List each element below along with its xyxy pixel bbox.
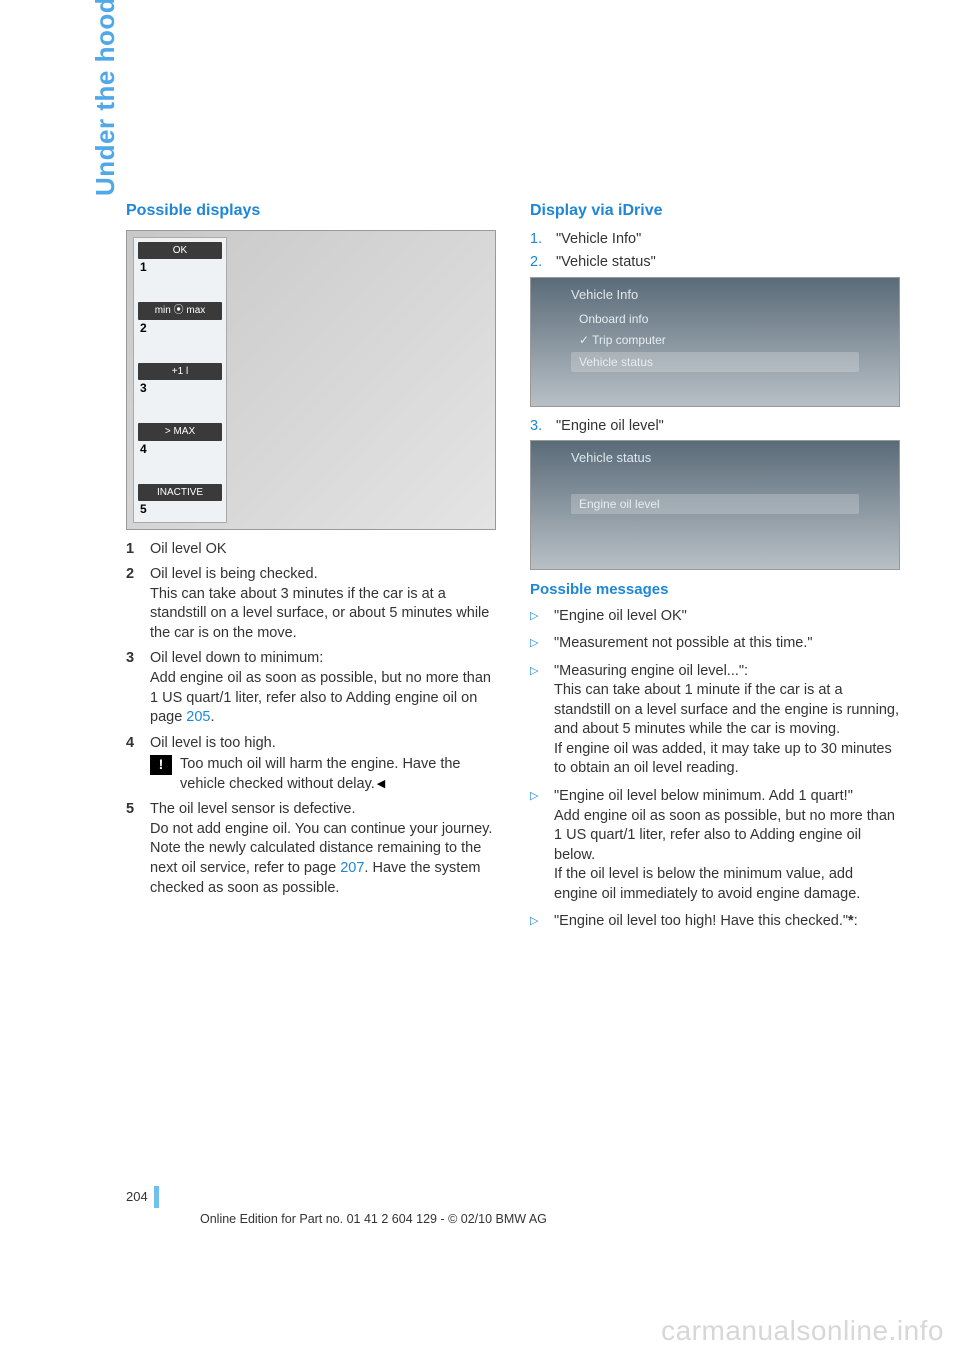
figure-idrive-vehicle-info: Vehicle Info Onboard info Trip computer … — [530, 277, 900, 407]
warning-box: Too much oil will harm the engine. Have … — [150, 755, 496, 794]
message-item: ▷ "Engine oil level below minimum. Add 1… — [530, 787, 900, 904]
message-text: "Engine oil level OK" — [554, 607, 687, 627]
idrive-screen: Vehicle status Engine oil level — [531, 441, 899, 569]
fig-num-1: 1 — [138, 259, 222, 275]
message-more: If the oil level is below the minimum va… — [554, 866, 860, 902]
idrive-row-selected: Vehicle status — [571, 352, 859, 372]
legend-num: 3 — [126, 649, 140, 727]
heading-display-idrive: Display via iDrive — [530, 200, 900, 222]
idrive-title: Vehicle Info — [571, 286, 859, 304]
end-marker-icon: ◀ — [377, 777, 385, 792]
legend-item-4: 4 Oil level is too high. Too much oil wi… — [126, 734, 496, 795]
legend-item-2: 2 Oil level is being checked. This can t… — [126, 565, 496, 643]
step-num: 1. — [530, 230, 546, 250]
heading-possible-messages: Possible messages — [530, 580, 900, 600]
legend-num: 5 — [126, 800, 140, 898]
step-text: "Engine oil level" — [556, 417, 664, 437]
triangle-bullet-icon: ▷ — [530, 662, 544, 779]
idrive-row: Onboard info — [571, 309, 859, 329]
message-text-post: : — [854, 913, 858, 929]
message-item: ▷ "Measuring engine oil level...": This … — [530, 662, 900, 779]
message-item: ▷ "Measurement not possible at this time.… — [530, 634, 900, 654]
page-number: 204 — [126, 1186, 159, 1208]
fig-cell-1: OK — [138, 242, 222, 260]
right-column: Display via iDrive 1. "Vehicle Info" 2. "V… — [530, 200, 900, 940]
figure-instrument-cluster: OK1 min ⦿ max2 +1 l3 > MAX4 INACTIVE5 — [126, 230, 496, 530]
page-link-205[interactable]: 205 — [186, 709, 210, 725]
message-more: This can take about 1 minute if the car … — [554, 682, 899, 737]
step-2: 2. "Vehicle status" — [530, 253, 900, 273]
legend-num: 4 — [126, 734, 140, 795]
watermark: carmanualsonline.info — [661, 1312, 944, 1350]
legend-item-5: 5 The oil level sensor is defective. Do … — [126, 800, 496, 898]
message-text: "Engine oil level too high! Have this ch… — [554, 913, 848, 929]
idrive-row: Trip computer — [571, 330, 859, 350]
fig-cell-4: > MAX — [138, 423, 222, 441]
idrive-row-selected: Engine oil level — [571, 494, 859, 514]
fig-cell-5: INACTIVE — [138, 484, 222, 502]
page-number-bar — [154, 1186, 159, 1208]
warning-text: Too much oil will harm the engine. Have … — [180, 756, 460, 792]
legend-text: Oil level is being checked. — [150, 566, 318, 582]
messages-list: ▷ "Engine oil level OK" ▷ "Measurement not… — [530, 607, 900, 932]
message-item: ▷ "Engine oil level OK" — [530, 607, 900, 627]
figure-idrive-vehicle-status: Vehicle status Engine oil level — [530, 440, 900, 570]
heading-possible-displays: Possible displays — [126, 200, 496, 222]
message-more: Add engine oil as soon as possible, but … — [554, 808, 895, 863]
message-text: "Measuring engine oil level...": — [554, 663, 748, 679]
idrive-title: Vehicle status — [571, 449, 859, 467]
page-number-text: 204 — [126, 1188, 154, 1206]
idrive-screen: Vehicle Info Onboard info Trip computer … — [531, 278, 899, 406]
message-more: If engine oil was added, it may take up … — [554, 741, 892, 777]
legend-num: 2 — [126, 565, 140, 643]
left-column: Possible displays OK1 min ⦿ max2 +1 l3 >… — [126, 200, 496, 940]
message-text: "Measurement not possible at this time." — [554, 634, 813, 654]
content-columns: Possible displays OK1 min ⦿ max2 +1 l3 >… — [126, 200, 900, 940]
message-text: "Engine oil level below minimum. Add 1 q… — [554, 788, 853, 804]
legend-text: The oil level sensor is defective. — [150, 801, 356, 817]
page-link-207[interactable]: 207 — [340, 860, 364, 876]
fig-num-4: 4 — [138, 441, 222, 457]
legend-item-1: 1 Oil level OK — [126, 540, 496, 560]
triangle-bullet-icon: ▷ — [530, 787, 544, 904]
legend-more-post: . — [211, 709, 215, 725]
legend-text: Oil level OK — [150, 541, 227, 557]
page: Under the hood Possible displays OK1 min… — [0, 0, 960, 1358]
legend-item-3: 3 Oil level down to minimum: Add engine … — [126, 649, 496, 727]
legend-more: This can take about 3 minutes if the car… — [150, 586, 489, 641]
fig-cell-2: min ⦿ max — [138, 302, 222, 320]
triangle-bullet-icon: ▷ — [530, 634, 544, 654]
legend-text: Oil level down to minimum: — [150, 650, 323, 666]
step-text: "Vehicle status" — [556, 253, 656, 273]
section-tab: Under the hood — [88, 0, 123, 196]
steps-list: 1. "Vehicle Info" 2. "Vehicle status" — [530, 230, 900, 273]
fig-cell-3: +1 l — [138, 363, 222, 381]
warning-icon — [150, 755, 172, 775]
footer-copyright: Online Edition for Part no. 01 41 2 604 … — [200, 1211, 900, 1228]
step-text: "Vehicle Info" — [556, 230, 641, 250]
step-num: 3. — [530, 417, 546, 437]
fig-num-5: 5 — [138, 501, 222, 517]
fig-num-3: 3 — [138, 380, 222, 396]
steps-list-cont: 3. "Engine oil level" — [530, 417, 900, 437]
message-item: ▷ "Engine oil level too high! Have this … — [530, 912, 900, 932]
step-num: 2. — [530, 253, 546, 273]
triangle-bullet-icon: ▷ — [530, 607, 544, 627]
step-3: 3. "Engine oil level" — [530, 417, 900, 437]
legend-text: Oil level is too high. — [150, 735, 276, 751]
step-1: 1. "Vehicle Info" — [530, 230, 900, 250]
triangle-bullet-icon: ▷ — [530, 912, 544, 932]
legend-num: 1 — [126, 540, 140, 560]
fig-num-2: 2 — [138, 320, 222, 336]
display-legend-list: 1 Oil level OK 2 Oil level is being chec… — [126, 540, 496, 899]
figure-label-strip: OK1 min ⦿ max2 +1 l3 > MAX4 INACTIVE5 — [133, 237, 227, 523]
